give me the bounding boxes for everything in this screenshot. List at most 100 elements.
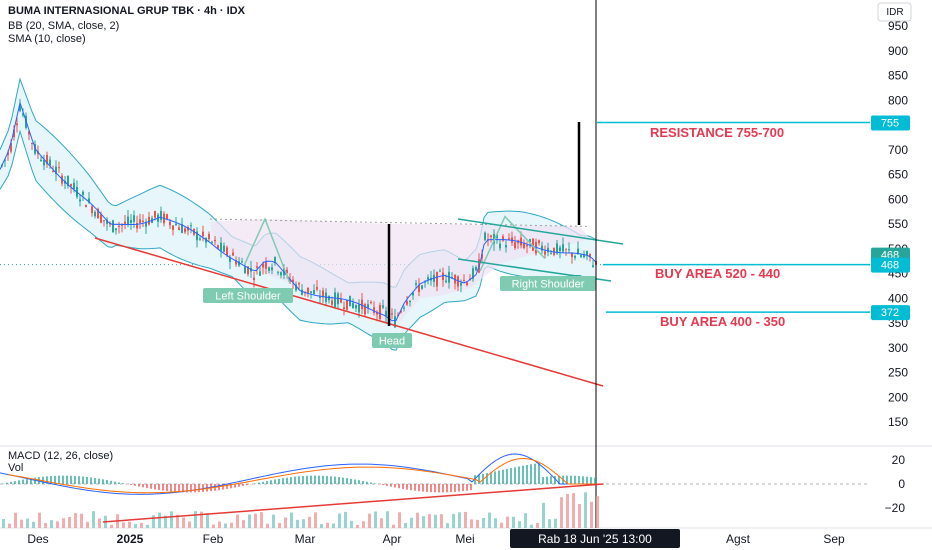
volume-bar (434, 514, 437, 528)
time-tick-label: Sep (823, 532, 845, 546)
candle-body (319, 296, 321, 298)
macd-histogram-bar (338, 477, 340, 484)
candle-body (31, 143, 33, 145)
candle-body (229, 257, 231, 262)
volume-bar (470, 519, 473, 528)
candle-body (43, 159, 45, 166)
macd-histogram-bar (70, 475, 72, 484)
candle-body (256, 266, 258, 268)
candle-body (298, 283, 300, 285)
macd-histogram-bar (258, 482, 260, 484)
macd-histogram-bar (162, 484, 164, 491)
candle-body (379, 304, 381, 320)
candle-body (532, 238, 534, 251)
volume-bar (320, 524, 323, 528)
macd-histogram-bar (526, 464, 528, 484)
volume-bar (494, 518, 497, 528)
candle-body (91, 206, 93, 214)
price-tick-label: 700 (888, 143, 908, 157)
volume-bar (266, 523, 269, 528)
candle-body (97, 208, 99, 219)
macd-histogram-bar (362, 480, 364, 484)
candle-body (262, 263, 264, 268)
symbol-title[interactable]: BUMA INTERNASIONAL GRUP TBK · 4h · IDX (8, 5, 245, 17)
macd-histogram-bar (478, 474, 480, 484)
sma-line (0, 100, 597, 322)
macd-histogram-bar (282, 478, 284, 484)
price-tick-label: 550 (888, 217, 908, 231)
bb-indicator-label[interactable]: BB (20, SMA, close, 2) (8, 20, 120, 32)
macd-histogram-bar (262, 481, 264, 484)
volume-bar (548, 519, 551, 528)
macd-histogram-bar (94, 478, 96, 484)
macd-histogram-bar (298, 476, 300, 484)
macd-tick-label: −20 (885, 501, 906, 515)
candle-body (133, 215, 135, 222)
macd-histogram-bar (382, 484, 384, 486)
macd-histogram-bar (354, 479, 356, 484)
candle-body (466, 282, 468, 285)
candle-body (394, 316, 396, 328)
candle-body (538, 240, 540, 244)
macd-histogram-bar (330, 476, 332, 484)
macd-histogram-bar (6, 482, 8, 484)
price-tick-label: 900 (888, 44, 908, 58)
volume-bar (416, 512, 419, 528)
candle-body (253, 277, 255, 281)
volume-bar (578, 503, 581, 528)
macd-histogram-bar (418, 484, 420, 492)
candle-body (280, 272, 282, 276)
volume-bar (344, 511, 347, 528)
macd-histogram-bar (510, 468, 512, 484)
macd-histogram-bar (150, 484, 152, 489)
candle-body (187, 226, 189, 231)
candle-body (289, 278, 291, 283)
candle-body (244, 266, 246, 274)
candle-body (49, 159, 51, 166)
macd-histogram-bar (490, 472, 492, 484)
candle-body (184, 228, 186, 233)
macd-histogram-bar (546, 476, 548, 484)
volume-bar (518, 521, 521, 528)
volume-bar (524, 513, 527, 528)
macd-histogram-bar (322, 475, 324, 484)
candle-body (406, 301, 408, 305)
macd-histogram-bar (462, 484, 464, 492)
price-tick-label: 400 (888, 291, 908, 305)
volume-bar (98, 518, 101, 528)
macd-histogram-bar (254, 483, 256, 484)
volume-bar (338, 513, 341, 528)
candle-body (577, 248, 579, 255)
volume-indicator-label[interactable]: Vol (8, 462, 24, 474)
macd-histogram-bar (222, 484, 224, 490)
candle-body (589, 253, 591, 258)
volume-bar (326, 522, 329, 528)
candle-body (472, 268, 474, 279)
time-tick-label: Mei (455, 532, 474, 546)
candle-body (85, 205, 87, 208)
candle-body (391, 313, 393, 315)
macd-histogram-bar (278, 478, 280, 484)
candle-body (526, 245, 528, 247)
macd-histogram-bar (34, 477, 36, 484)
candle-body (226, 247, 228, 256)
macd-indicator-label[interactable]: MACD (12, 26, close) (8, 450, 114, 462)
candle-body (592, 265, 594, 268)
price-badge-label: 372 (881, 307, 899, 319)
sma-indicator-label[interactable]: SMA (10, close) (8, 33, 86, 45)
macd-histogram-bar (130, 484, 132, 485)
volume-bar (242, 520, 245, 528)
candle-body (490, 235, 492, 237)
volume-bar (68, 516, 71, 528)
candle-body (136, 222, 138, 229)
candle-body (190, 225, 192, 227)
candle-body (10, 142, 12, 152)
candle-body (343, 307, 345, 309)
macd-histogram-bar (470, 484, 472, 491)
volume-bar (530, 524, 533, 528)
volume-bar (80, 513, 83, 528)
time-tick-label: Des (27, 532, 48, 546)
macd-histogram-bar (246, 484, 248, 486)
currency-box (877, 2, 912, 22)
